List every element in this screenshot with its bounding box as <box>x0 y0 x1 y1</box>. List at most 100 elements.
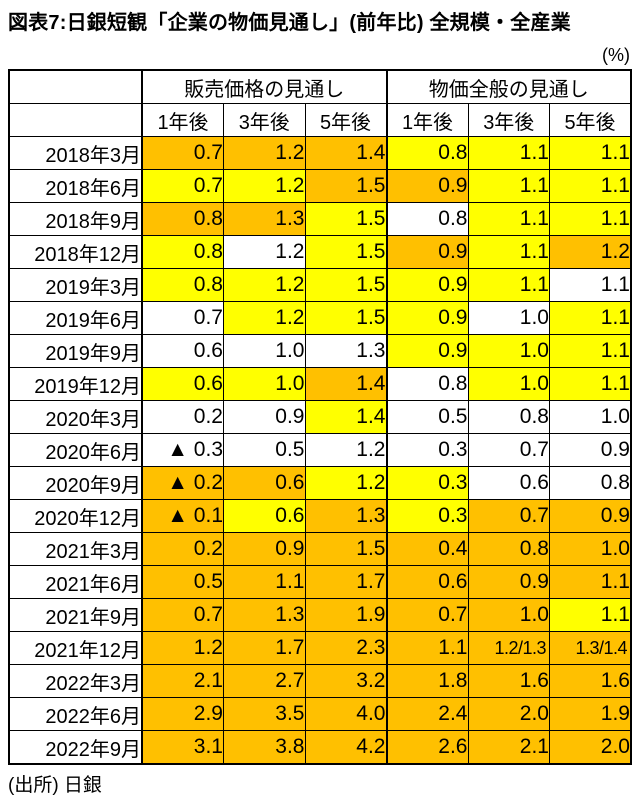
value-cell: 1.2 <box>223 235 306 269</box>
value-cell: 2.9 <box>141 697 224 731</box>
col-header-general-5yr: 5年後 <box>549 103 632 137</box>
row-period-label: 2022年9月 <box>8 730 143 765</box>
row-period-label: 2022年6月 <box>8 697 143 731</box>
value-cell: 0.5 <box>141 565 224 599</box>
value-cell: 0.7 <box>141 301 224 335</box>
value-cell: 0.2 <box>141 400 224 434</box>
value-cell: 0.9 <box>386 235 469 269</box>
row-period-label: 2020年12月 <box>8 499 143 533</box>
value-cell: 2.6 <box>386 730 469 765</box>
value-cell: 0.6 <box>386 565 469 599</box>
value-cell: 0.3 <box>386 499 469 533</box>
value-cell: 1.1 <box>467 268 550 302</box>
value-cell: 1.5 <box>304 532 388 566</box>
row-period-label: 2018年6月 <box>8 169 143 203</box>
value-cell: 2.4 <box>386 697 469 731</box>
col-header-sales-1yr: 1年後 <box>141 103 224 137</box>
value-cell: 1.1 <box>467 235 550 269</box>
value-cell: 2.0 <box>467 697 550 731</box>
value-cell: 1.6 <box>549 664 632 698</box>
value-cell: 1.1 <box>467 136 550 170</box>
value-cell: 1.9 <box>549 697 632 731</box>
value-cell: 1.0 <box>467 334 550 368</box>
value-cell: 0.9 <box>386 301 469 335</box>
value-cell: 3.5 <box>223 697 306 731</box>
value-cell: 0.7 <box>141 598 224 632</box>
col-header-general-3yr: 3年後 <box>467 103 550 137</box>
price-outlook-table: 販売価格の見通し 物価全般の見通し 1年後 3年後 5年後 1年後 3年後 5年… <box>8 69 632 765</box>
value-cell: 2.1 <box>141 664 224 698</box>
value-cell: 1.1 <box>549 169 632 203</box>
value-cell: 1.5 <box>304 268 388 302</box>
value-cell: 0.8 <box>141 202 224 236</box>
value-cell: 1.5 <box>304 235 388 269</box>
value-cell: 2.0 <box>549 730 632 765</box>
value-cell: 1.3/1.4 <box>549 631 632 665</box>
row-period-label: 2020年6月 <box>8 433 143 467</box>
value-cell: 0.6 <box>467 466 550 500</box>
value-cell: 1.1 <box>549 334 632 368</box>
value-cell: ▲ 0.3 <box>141 433 224 467</box>
value-cell: 1.2 <box>141 631 224 665</box>
table-row: 2021年3月 0.2 0.9 1.5 0.4 0.8 1.0 <box>8 532 632 566</box>
value-cell: 0.6 <box>223 466 306 500</box>
value-cell: 1.2 <box>304 433 388 467</box>
row-period-label: 2021年3月 <box>8 532 143 566</box>
value-cell: 3.8 <box>223 730 306 765</box>
unit-label: (%) <box>602 45 630 65</box>
value-cell: 0.8 <box>386 202 469 236</box>
row-period-label: 2021年12月 <box>8 631 143 665</box>
row-period-label: 2019年12月 <box>8 367 143 401</box>
row-period-label: 2018年3月 <box>8 136 143 170</box>
value-cell: 0.8 <box>141 235 224 269</box>
value-cell: 1.3 <box>223 202 306 236</box>
value-cell: 1.7 <box>223 631 306 665</box>
value-cell: 1.2 <box>223 268 306 302</box>
table-row: 2022年6月 2.9 3.5 4.0 2.4 2.0 1.9 <box>8 697 632 731</box>
value-cell: 0.9 <box>223 400 306 434</box>
value-cell: ▲ 0.1 <box>141 499 224 533</box>
value-cell: 1.3 <box>304 334 388 368</box>
value-cell: 2.3 <box>304 631 388 665</box>
group-header-sales-price-outlook: 販売価格の見通し <box>141 69 388 104</box>
value-cell: 1.3 <box>223 598 306 632</box>
value-cell: 1.0 <box>223 367 306 401</box>
value-cell: 0.5 <box>386 400 469 434</box>
row-period-label: 2019年3月 <box>8 268 143 302</box>
value-cell: 0.7 <box>467 499 550 533</box>
column-header-row: 1年後 3年後 5年後 1年後 3年後 5年後 <box>8 103 632 137</box>
value-cell: 0.9 <box>549 433 632 467</box>
value-cell: 0.8 <box>549 466 632 500</box>
value-cell: 0.8 <box>467 400 550 434</box>
value-cell: 1.1 <box>549 301 632 335</box>
col-header-sales-5yr: 5年後 <box>304 103 388 137</box>
value-cell: 0.6 <box>141 367 224 401</box>
table-row: 2020年3月 0.2 0.9 1.4 0.5 0.8 1.0 <box>8 400 632 434</box>
value-cell: 0.5 <box>223 433 306 467</box>
value-cell: 1.1 <box>467 169 550 203</box>
table-row: 2018年9月 0.8 1.3 1.5 0.8 1.1 1.1 <box>8 202 632 236</box>
table-row: 2020年6月 ▲ 0.3 0.5 1.2 0.3 0.7 0.9 <box>8 433 632 467</box>
value-cell: 1.1 <box>549 598 632 632</box>
value-cell: 1.7 <box>304 565 388 599</box>
value-cell: 0.9 <box>549 499 632 533</box>
value-cell: 0.9 <box>386 268 469 302</box>
value-cell: 0.9 <box>386 334 469 368</box>
group-header-row: 販売価格の見通し 物価全般の見通し <box>8 69 632 104</box>
value-cell: 1.1 <box>549 268 632 302</box>
table-row: 2019年9月 0.6 1.0 1.3 0.9 1.0 1.1 <box>8 334 632 368</box>
row-period-label: 2019年6月 <box>8 301 143 335</box>
value-cell: 1.4 <box>304 136 388 170</box>
row-period-label: 2022年3月 <box>8 664 143 698</box>
value-cell: 0.8 <box>141 268 224 302</box>
value-cell: 1.5 <box>304 202 388 236</box>
row-period-label: 2021年6月 <box>8 565 143 599</box>
value-cell: 1.4 <box>304 400 388 434</box>
value-cell: 1.8 <box>386 664 469 698</box>
table-row: 2021年9月 0.7 1.3 1.9 0.7 1.0 1.1 <box>8 598 632 632</box>
value-cell: 1.1 <box>549 367 632 401</box>
value-cell: 1.1 <box>386 631 469 665</box>
value-cell: 0.9 <box>223 532 306 566</box>
value-cell: 2.7 <box>223 664 306 698</box>
value-cell: 0.6 <box>223 499 306 533</box>
